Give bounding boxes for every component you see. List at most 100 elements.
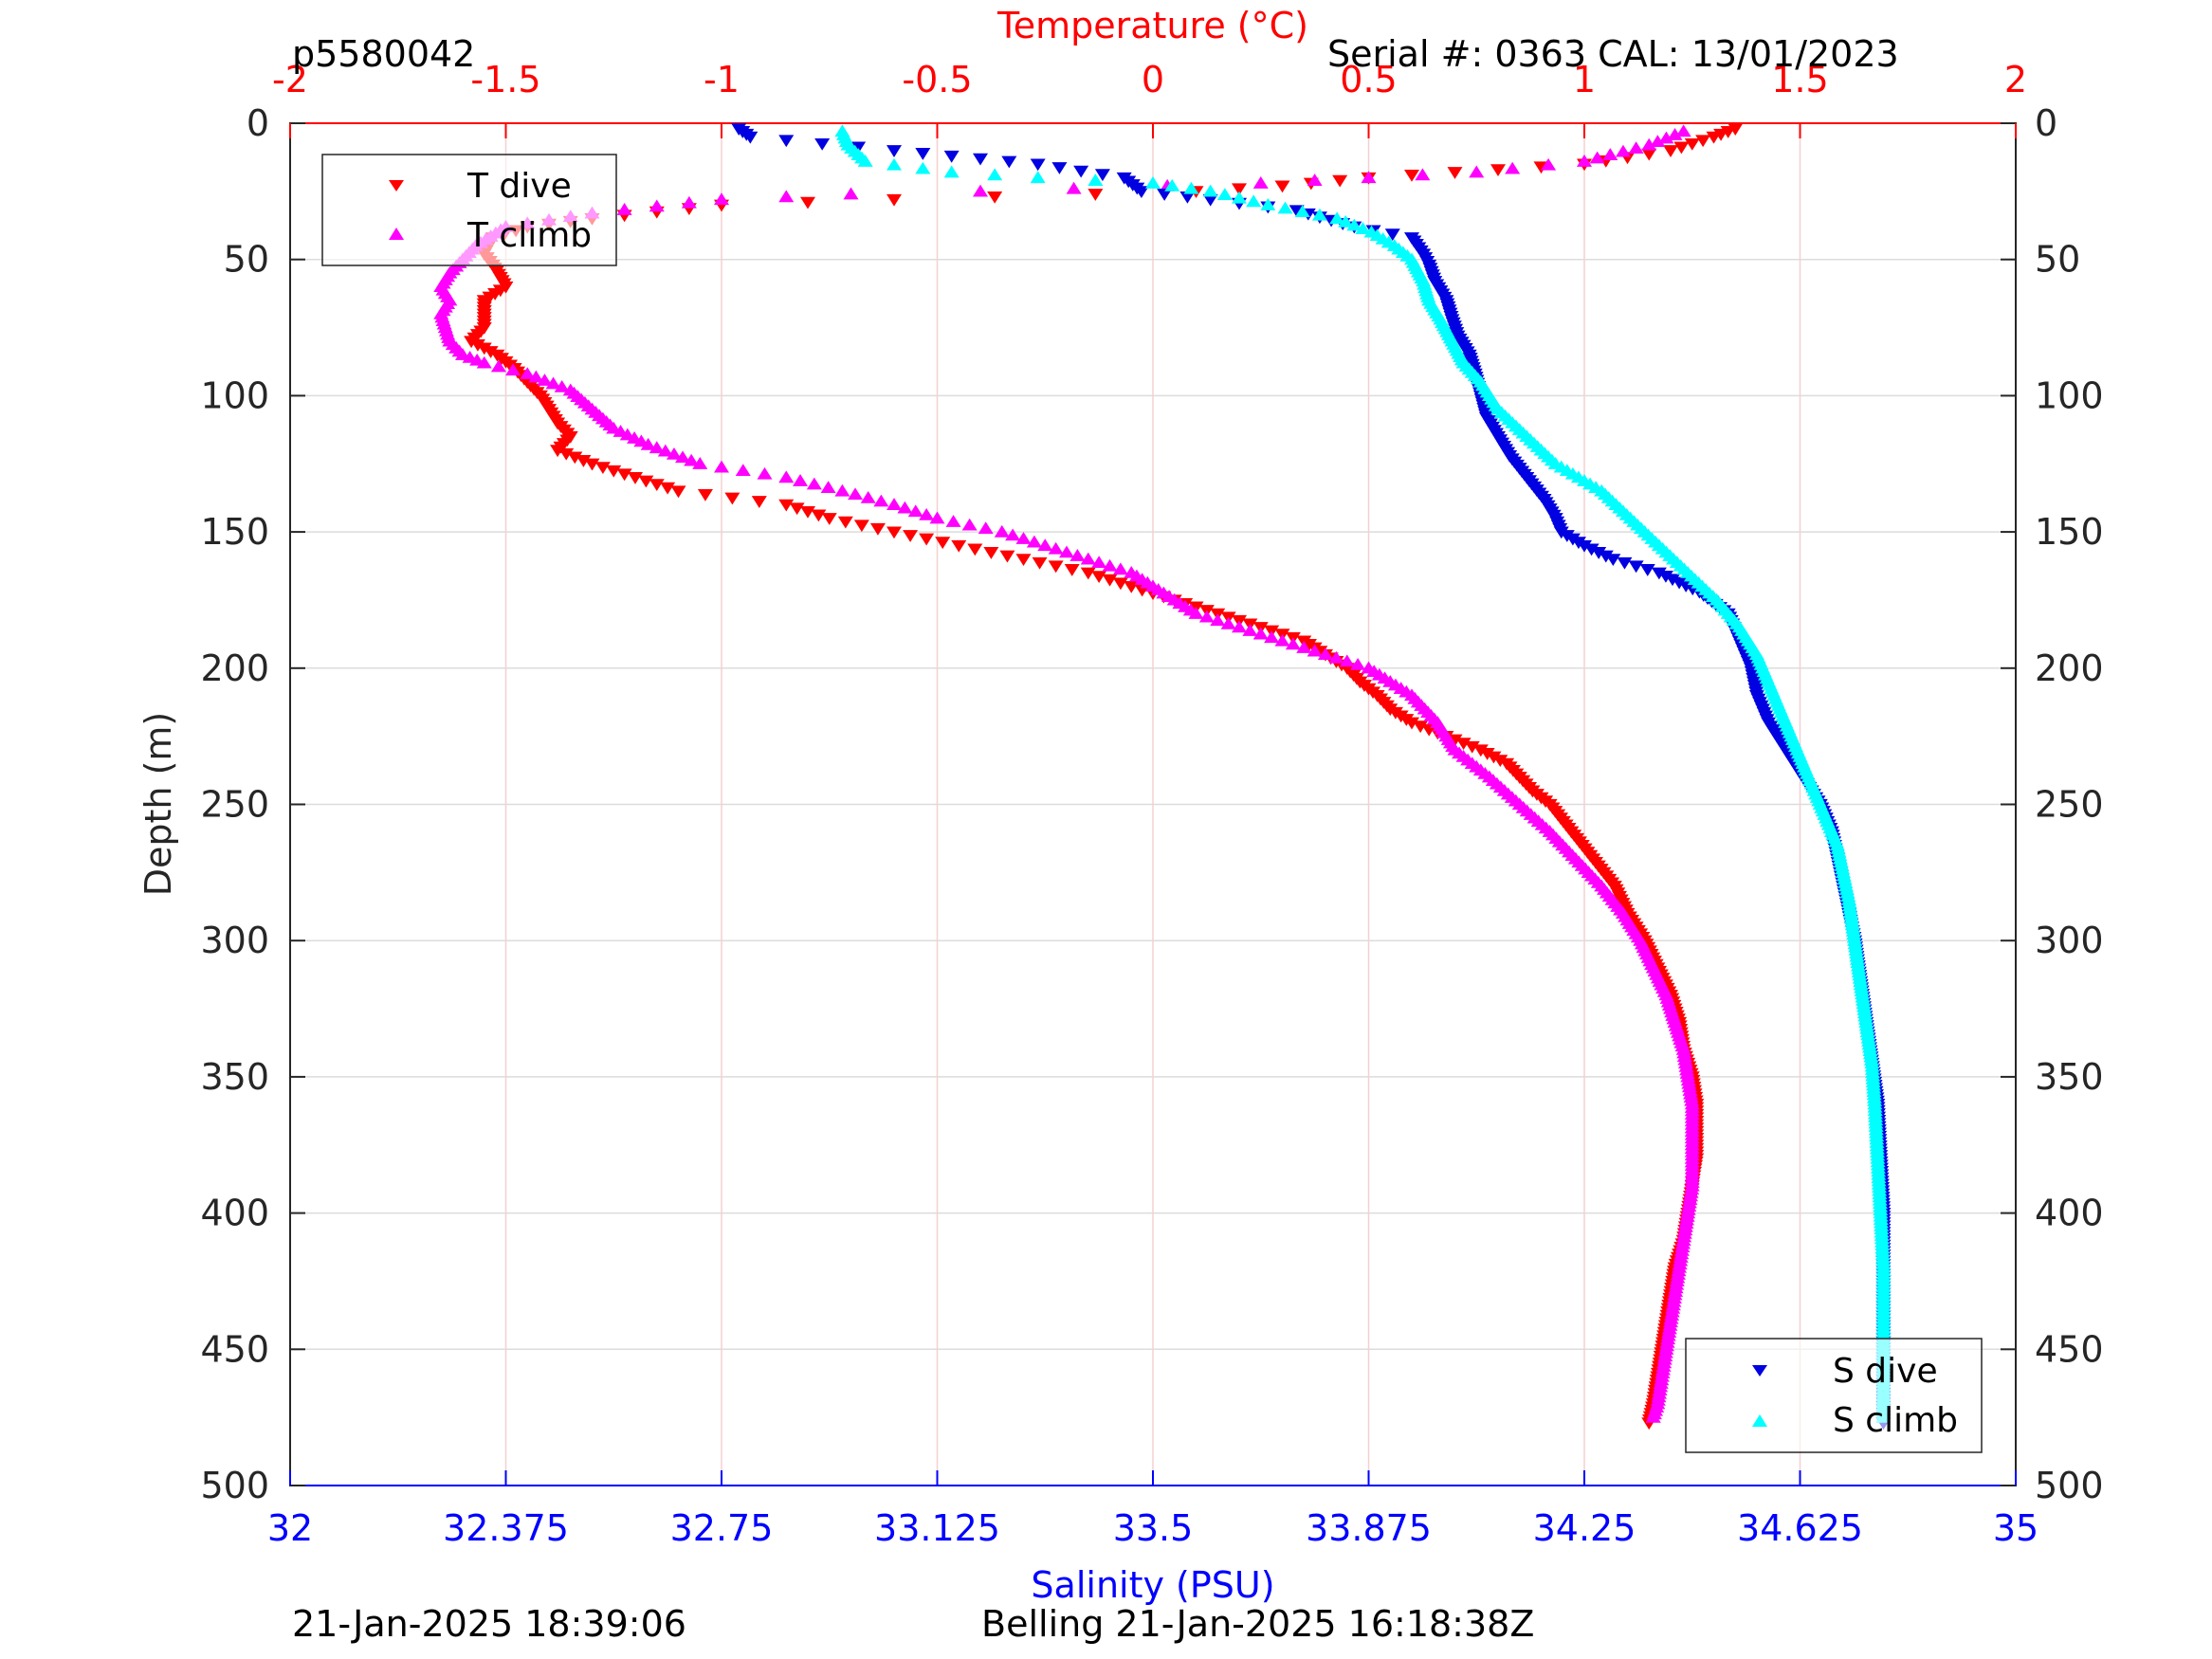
data-point	[1066, 181, 1082, 194]
data-point	[1472, 744, 1489, 757]
data-point	[1102, 574, 1118, 587]
data-point	[638, 475, 654, 488]
data-point	[935, 537, 951, 550]
data-point	[951, 539, 967, 553]
data-point	[1486, 751, 1502, 764]
data-point	[1651, 567, 1667, 580]
data-point	[1091, 556, 1107, 569]
data-point	[1307, 173, 1323, 186]
legend-t-dive-marker	[389, 180, 404, 191]
salinity-tick-label: 32	[267, 1507, 313, 1549]
data-point	[961, 518, 978, 531]
data-point	[1583, 543, 1600, 556]
legend-s-climb-label: S climb	[1833, 1401, 1958, 1440]
data-point	[554, 380, 570, 392]
data-point	[860, 490, 876, 503]
data-point	[1673, 141, 1690, 155]
data-point	[1361, 171, 1377, 184]
data-point	[1577, 539, 1592, 553]
data-point	[670, 485, 686, 499]
data-point	[594, 462, 611, 475]
temperature-tick-label: -2	[272, 59, 308, 100]
data-point	[1641, 137, 1657, 151]
data-point	[1663, 145, 1678, 157]
data-point	[1672, 576, 1688, 590]
data-point	[987, 191, 1003, 204]
data-point	[1598, 550, 1614, 563]
data-point	[584, 458, 600, 471]
temperature-tick-label: 1	[1573, 59, 1596, 100]
salinity-tick-label: 32.75	[670, 1507, 774, 1549]
data-point	[1641, 148, 1657, 161]
data-point	[483, 346, 499, 358]
depth-tick-label-right: 350	[2035, 1056, 2104, 1098]
data-point	[1404, 717, 1419, 730]
depth-tick-label-left: 450	[200, 1328, 269, 1370]
data-point	[1102, 558, 1118, 572]
data-point	[469, 338, 485, 352]
data-point	[681, 195, 697, 209]
data-point	[1188, 607, 1204, 619]
salinity-tick-label: 32.375	[443, 1507, 569, 1549]
data-point	[1005, 528, 1021, 541]
data-point	[1015, 554, 1032, 567]
data-point	[919, 533, 935, 546]
depth-tick-label-right: 150	[2035, 511, 2104, 553]
temperature-axis-title: Temperature (°C)	[996, 5, 1308, 46]
data-point	[1232, 191, 1247, 204]
data-point	[834, 483, 850, 497]
data-point	[675, 450, 691, 464]
salinity-tick-label: 34.25	[1533, 1507, 1636, 1549]
depth-tick-label-right: 400	[2035, 1193, 2104, 1234]
data-point	[857, 155, 873, 167]
data-point	[464, 336, 480, 349]
data-point	[1469, 165, 1485, 178]
data-point	[1232, 183, 1247, 196]
data-point	[1589, 151, 1605, 164]
data-point	[1505, 161, 1521, 174]
footer-timestamp: 21-Jan-2025 18:39:06	[292, 1603, 686, 1645]
data-point	[1264, 630, 1280, 644]
data-point	[1164, 178, 1180, 191]
data-point	[848, 487, 864, 501]
data-point	[1667, 128, 1683, 140]
data-point	[903, 530, 919, 542]
temperature-tick-label: -1	[704, 59, 740, 100]
data-point	[1591, 547, 1607, 559]
data-point	[887, 526, 902, 539]
temperature-tick-label: 0	[1142, 59, 1164, 100]
data-point	[1059, 545, 1074, 558]
data-point	[576, 455, 592, 467]
series-s-climb	[834, 124, 1892, 1423]
data-point	[887, 157, 902, 171]
data-point	[1026, 535, 1042, 548]
data-point	[800, 505, 815, 519]
data-point	[1183, 181, 1199, 194]
data-point	[987, 168, 1003, 181]
data-point	[778, 470, 795, 483]
salinity-tick-label: 33.5	[1113, 1507, 1194, 1549]
data-point	[983, 547, 999, 559]
data-point	[843, 187, 859, 200]
data-point	[1051, 162, 1068, 174]
data-point	[628, 472, 643, 484]
depth-tick-label-left: 250	[200, 784, 269, 826]
data-point	[1274, 633, 1290, 647]
data-point	[640, 437, 656, 450]
data-point	[1274, 180, 1290, 193]
data-point	[1657, 570, 1673, 583]
data-point	[697, 488, 713, 501]
data-point	[1339, 654, 1355, 667]
data-point	[505, 363, 521, 376]
data-point	[1091, 571, 1107, 584]
data-point	[1384, 228, 1400, 242]
depth-tick-label-left: 150	[200, 511, 269, 553]
data-point	[1311, 208, 1327, 221]
data-point	[616, 203, 632, 215]
data-point	[649, 479, 665, 492]
data-point	[490, 359, 506, 373]
depth-tick-label-right: 500	[2035, 1465, 2104, 1506]
data-point	[1455, 738, 1472, 751]
temperature-tick-label: 2	[2004, 59, 2027, 100]
